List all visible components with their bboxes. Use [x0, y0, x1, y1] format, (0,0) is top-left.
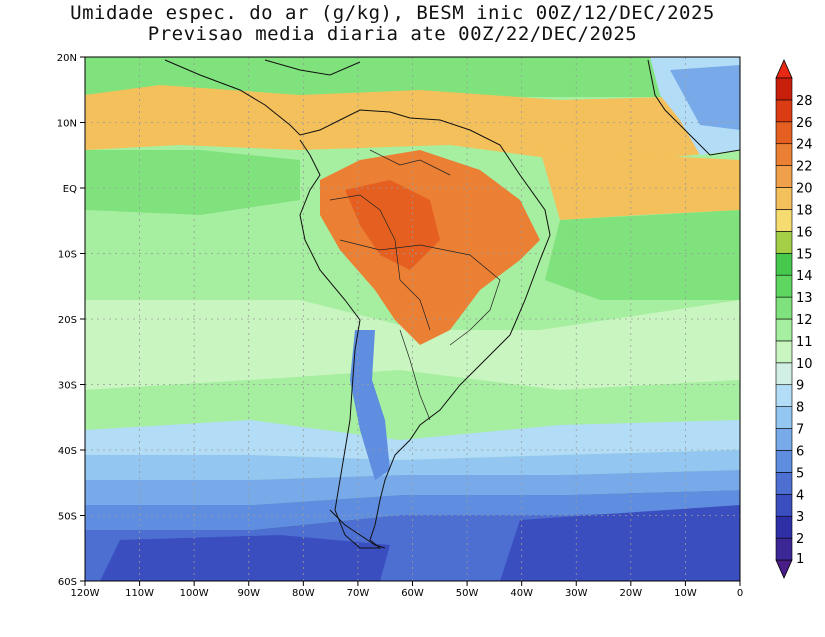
- colorbar-label: 24: [796, 138, 813, 153]
- band-eastpac-green: [85, 150, 300, 215]
- lat-label: EQ: [63, 184, 77, 195]
- colorbar-swatch: [775, 165, 793, 188]
- lat-label: 60S: [58, 577, 77, 588]
- colorbar-label: 15: [796, 247, 813, 262]
- colorbar-swatch: [775, 384, 793, 407]
- colorbar-swatch: [775, 143, 793, 166]
- colorbar-label: 22: [796, 160, 813, 175]
- colorbar-label: 1: [796, 552, 804, 567]
- colorbar-label: 3: [796, 510, 804, 525]
- colorbar-swatch: [775, 77, 793, 101]
- graticule: [85, 57, 740, 581]
- colorbar-swatch: [775, 99, 793, 123]
- map-title-line2: Previsao media diaria ate 00Z/22/DEC/202…: [147, 23, 638, 45]
- colorbar-label: 20: [796, 182, 813, 197]
- band-3-west: [100, 535, 390, 581]
- border-peru: [329, 194, 396, 241]
- lon-label: 0: [737, 588, 743, 599]
- colorbar-label: 28: [796, 94, 813, 109]
- colorbar-label: 26: [796, 116, 813, 131]
- lat-label: 50S: [58, 512, 77, 523]
- colorbar-label: 14: [796, 269, 813, 284]
- colorbar-label: 5: [796, 466, 804, 481]
- lon-label: 90W: [237, 588, 260, 599]
- colorbar-swatch: [775, 362, 793, 386]
- band-atl-orange: [540, 150, 740, 220]
- band-3-east: [500, 505, 740, 581]
- lat-label: 20S: [58, 315, 77, 326]
- country-borders: [329, 149, 501, 421]
- colorbar-label: 8: [796, 401, 804, 416]
- lon-label: 70W: [347, 588, 370, 599]
- colorbar-label: 10: [796, 357, 813, 372]
- border-argentina: [399, 329, 431, 421]
- band-pac-light: [85, 210, 300, 300]
- colorbar-swatch: [775, 406, 793, 429]
- border-brazil-south: [339, 239, 501, 346]
- caribbean-coast: [264, 59, 361, 76]
- lat-label: 10N: [57, 119, 77, 130]
- colorbar-label: 18: [796, 203, 813, 218]
- colorbar-under-arrow: [775, 559, 793, 579]
- colorbar-swatch: [775, 121, 793, 145]
- map-title-line1: Umidade espec. do ar (g/kg), BESM inic 0…: [70, 2, 715, 24]
- colorbar-label: 6: [796, 444, 804, 459]
- south-america-coast: [164, 59, 551, 549]
- colorbar-label: 13: [796, 291, 813, 306]
- colorbar-swatch: [775, 274, 793, 298]
- lon-label: 20W: [620, 588, 643, 599]
- colorbar-label: 16: [796, 225, 813, 240]
- colorbar-swatch: [775, 252, 793, 276]
- tierra-del-fuego: [329, 509, 386, 549]
- lon-label: 110W: [125, 588, 154, 599]
- coastlines: [164, 59, 740, 549]
- lon-label: 30W: [565, 588, 588, 599]
- colorbar-swatch: [775, 187, 793, 210]
- border-venezuela: [369, 149, 451, 176]
- lon-label: 10W: [674, 588, 697, 599]
- africa-coast: [647, 59, 740, 156]
- lon-label: 40W: [510, 588, 533, 599]
- colorbar-label: 4: [796, 488, 804, 503]
- colorbar-label: 11: [796, 335, 813, 350]
- colorbar-label: 2: [796, 532, 804, 547]
- lon-label: 120W: [71, 588, 100, 599]
- lat-label: 20N: [57, 53, 77, 64]
- colorbar-swatch: [775, 472, 793, 495]
- colorbar-swatch: [775, 296, 793, 320]
- colorbar-swatch: [775, 450, 793, 473]
- amazon-core: [345, 180, 440, 270]
- lat-label: 30S: [58, 381, 77, 392]
- colorbar-swatch: [775, 231, 793, 254]
- lon-label: 50W: [456, 588, 479, 599]
- colorbar-label: 9: [796, 379, 804, 394]
- west-africa-drier: [670, 65, 740, 130]
- lat-label: 40S: [58, 446, 77, 457]
- colorbar-swatch: [775, 428, 793, 451]
- colorbar-swatch: [775, 209, 793, 232]
- lon-label: 60W: [401, 588, 424, 599]
- colorbar-label: 12: [796, 313, 813, 328]
- colorbar-swatch: [775, 340, 793, 364]
- colorbar-swatch: [775, 318, 793, 342]
- colorbar-over-arrow: [775, 59, 793, 79]
- lon-label: 80W: [292, 588, 315, 599]
- border-bolivia: [394, 239, 431, 331]
- lon-label: 100W: [180, 588, 209, 599]
- colorbar-label: 7: [796, 423, 804, 438]
- colorbar-swatch: [775, 537, 793, 561]
- andes-dry-strip: [350, 330, 390, 480]
- band-atl-green: [545, 210, 740, 300]
- colorbar-swatch: [775, 493, 793, 517]
- latitude-labels: 20N 10N EQ 10S 20S 30S 40S 50S 60S: [57, 53, 85, 588]
- longitude-labels: 120W 110W 100W 90W 80W 70W 60W 50W 40W 30W 20W 10W 0: [71, 581, 743, 599]
- colorbar-swatch: [775, 515, 793, 539]
- lat-label: 10S: [58, 250, 77, 261]
